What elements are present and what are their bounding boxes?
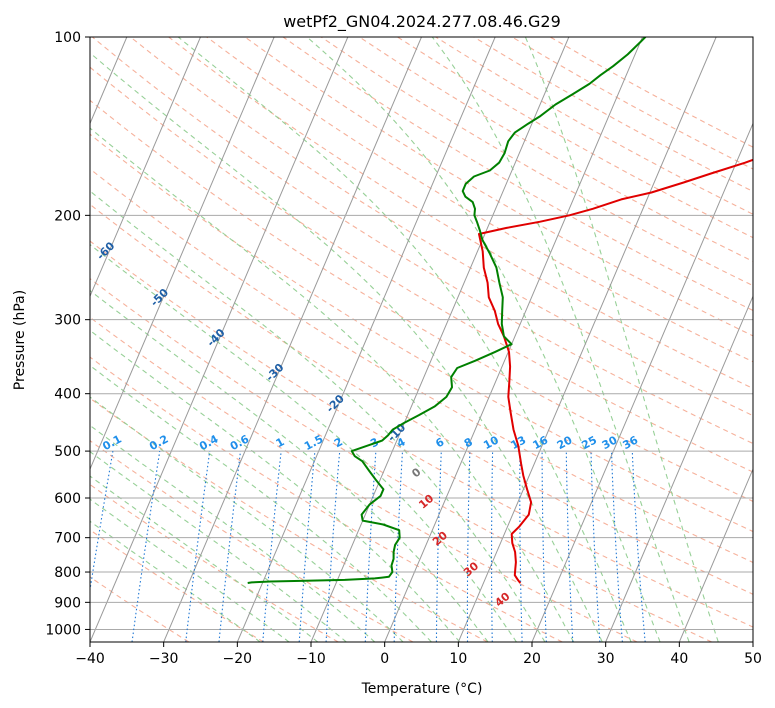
y-tick-label: 1000 <box>45 622 81 638</box>
mixing-ratio-line <box>90 451 114 594</box>
moist-adiabat-line <box>90 424 376 642</box>
y-tick-label: 600 <box>54 491 81 507</box>
x-tick-label: 0 <box>380 651 389 667</box>
x-axis-label: Temperature (°C) <box>361 681 483 697</box>
isotherm-line <box>384 37 643 642</box>
mixing-ratio-label: 20 <box>555 433 575 452</box>
isotherm-line <box>90 37 275 471</box>
isotherm-line <box>163 37 422 642</box>
dry-adiabat-line <box>90 397 488 642</box>
mixing-ratio-label: 36 <box>621 433 641 452</box>
y-tick-label: 200 <box>54 208 81 224</box>
x-axis: −40 −30 −20 −10 0 10 20 30 40 50 <box>75 642 762 667</box>
y-tick-label: 300 <box>54 313 81 329</box>
chart-grid: 0.10.20.40.611.52346810131620253036-100-… <box>90 37 753 642</box>
dry-adiabat-line <box>90 240 753 628</box>
dewpoint-profile-line <box>247 37 647 584</box>
x-tick-label: 50 <box>744 651 762 667</box>
moist-adiabat-line <box>90 52 603 642</box>
moist-adiabat-line <box>90 329 461 642</box>
moist-adiabat-line <box>90 475 319 642</box>
y-tick-label: 800 <box>54 565 81 581</box>
mixing-ratio-line <box>631 451 646 642</box>
moist-adiabat-line <box>90 364 432 642</box>
mixing-ratio-line <box>298 451 316 642</box>
dry-adiabat-line <box>282 37 753 312</box>
moist-adiabat-line <box>90 243 517 642</box>
isotherm-line <box>531 122 753 642</box>
mixing-ratio-line <box>185 451 211 642</box>
mixing-ratio-line <box>262 451 282 642</box>
x-tick-label: −20 <box>223 651 253 667</box>
x-tick-label: 10 <box>449 651 467 667</box>
mixing-ratio-line <box>131 451 161 642</box>
moist-adiabat-line <box>524 37 719 642</box>
x-tick-label: −10 <box>296 651 326 667</box>
moist-adiabat-line <box>90 451 347 642</box>
dry-adiabat-line <box>90 483 339 642</box>
dry-adiabat-line <box>130 37 753 417</box>
moist-adiabat-line <box>431 37 690 642</box>
moist-adiabat-line <box>90 289 489 642</box>
y-tick-label: 400 <box>54 387 81 403</box>
chart-title: wetPf2_GN04.2024.277.08.46.G29 <box>283 12 561 32</box>
y-tick-label: 500 <box>54 444 81 460</box>
moist-adiabat-line <box>177 37 632 642</box>
x-tick-label: −30 <box>149 651 179 667</box>
x-tick-label: 40 <box>670 651 688 667</box>
isotherm-line <box>678 467 753 642</box>
moist-adiabat-line <box>90 190 546 642</box>
dry-adiabat-line <box>206 37 753 363</box>
dry-adiabat-line <box>90 133 753 533</box>
isotherm-line <box>90 37 201 298</box>
mixing-ratio-label: 25 <box>579 433 599 452</box>
y-tick-label: 100 <box>54 30 81 46</box>
moist-adiabat-line <box>306 37 661 642</box>
dry-adiabat-line <box>90 203 753 595</box>
moist-adiabat-line <box>90 520 261 642</box>
mixing-ratio-label: 30 <box>600 433 620 452</box>
dry-adiabat-line <box>90 66 753 473</box>
isotherm-line <box>236 37 496 642</box>
y-tick-label: 700 <box>54 531 81 547</box>
moist-adiabat-line <box>90 396 404 642</box>
chart-series <box>247 37 753 584</box>
mixing-ratio-label: 16 <box>531 433 551 452</box>
dry-adiabat-line <box>90 356 563 642</box>
mixing-ratio-label: 10 <box>481 433 501 452</box>
x-tick-label: 20 <box>523 651 541 667</box>
mixing-ratio-line <box>218 451 242 642</box>
x-tick-label: 30 <box>597 651 615 667</box>
moist-adiabat-line <box>90 127 575 642</box>
temperature-profile-line <box>478 158 753 584</box>
isotherm-line <box>90 37 349 642</box>
isotherm-line <box>605 295 753 642</box>
isotherm-line <box>310 37 570 642</box>
plot-frame <box>89 36 754 643</box>
isotherm-line <box>457 37 717 642</box>
x-tick-label: −40 <box>75 651 105 667</box>
y-tick-label: 900 <box>54 595 81 611</box>
dry-adiabat-line <box>90 168 753 564</box>
y-axis-label: Pressure (hPa) <box>12 290 28 390</box>
y-axis: 100 200 300 400 500 600 700 800 900 1000 <box>45 30 90 638</box>
